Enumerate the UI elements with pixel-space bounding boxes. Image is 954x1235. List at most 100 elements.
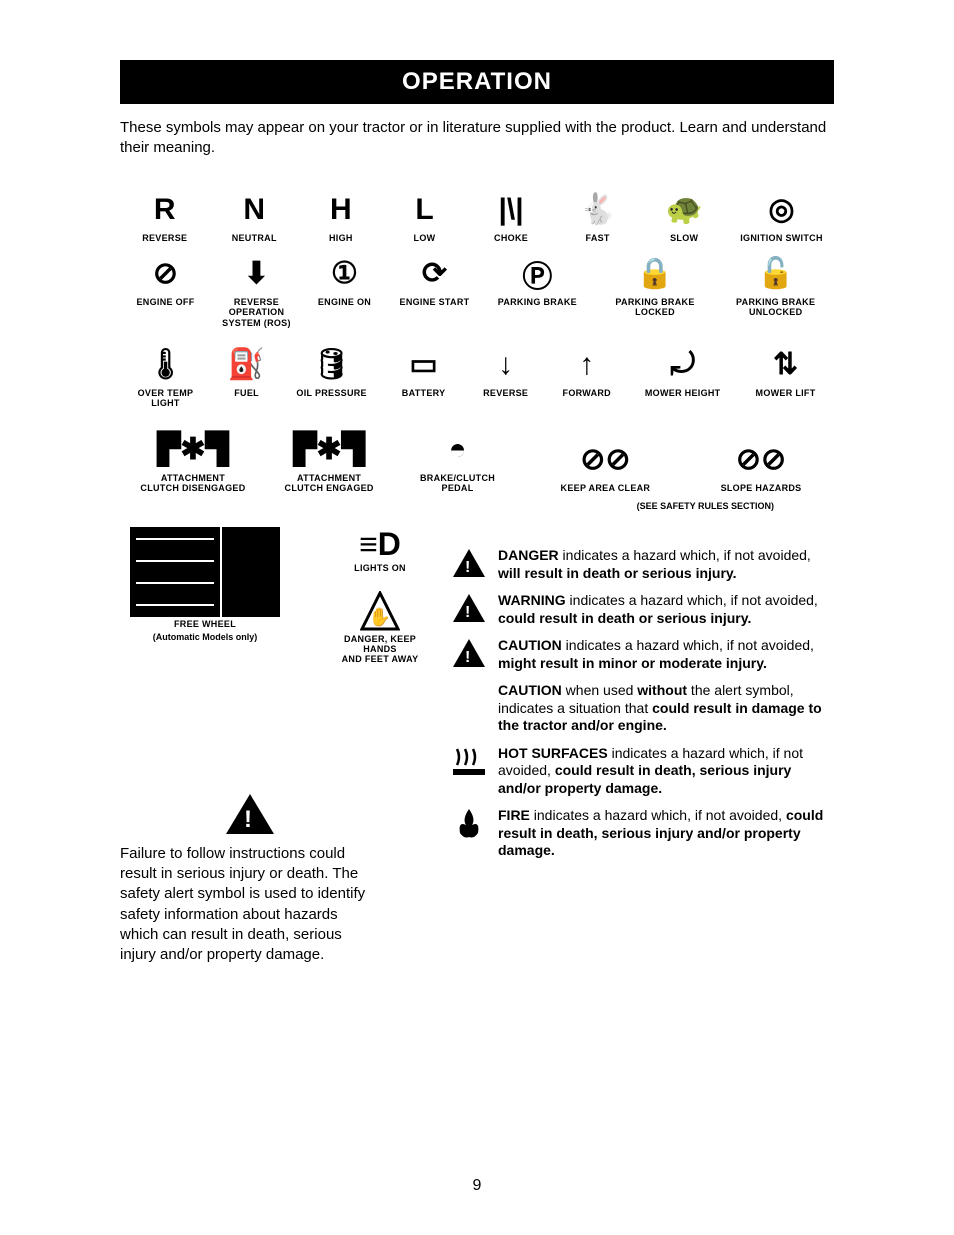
symbol-glyph: 🐇 bbox=[579, 189, 616, 231]
left-warning-text: Failure to follow instructions could res… bbox=[120, 844, 380, 966]
free-wheel-icon bbox=[130, 527, 280, 617]
symbol-label: KEEP AREA CLEAR bbox=[561, 483, 651, 493]
symbol-glyph: ⛽ bbox=[228, 344, 265, 386]
hazard-row: FIRE indicates a hazard which, if not av… bbox=[450, 807, 834, 860]
symbol-glyph: 🐢 bbox=[666, 189, 703, 231]
symbol-label: ENGINE OFF bbox=[136, 297, 194, 307]
lights-on-icon: ≡D bbox=[359, 527, 401, 561]
symbol-label: SLOPE HAZARDS bbox=[721, 483, 802, 493]
symbol-cell: L LOW bbox=[383, 189, 467, 243]
symbol-glyph: 🔓 bbox=[757, 253, 794, 295]
symbol-glyph: R bbox=[154, 189, 176, 231]
hazard-text: CAUTION when used without the alert symb… bbox=[498, 682, 834, 735]
row4-footnote: (SEE SAFETY RULES SECTION) bbox=[120, 501, 834, 511]
hands-away-icon: ✋ bbox=[360, 591, 400, 631]
symbol-cell: Ⓟ PARKING BRAKE bbox=[482, 253, 593, 307]
symbol-cell: ⤾MOWER HEIGHT bbox=[628, 344, 737, 398]
symbol-cell: ▭BATTERY bbox=[381, 344, 466, 398]
symbol-glyph: ▛✱▜ bbox=[293, 429, 364, 471]
section-title-bar: OPERATION bbox=[120, 60, 834, 104]
symbol-cell: HHIGH bbox=[299, 189, 383, 243]
symbol-label: OVER TEMP LIGHT bbox=[138, 388, 194, 409]
hazard-row: CAUTION indicates a hazard which, if not… bbox=[450, 637, 834, 672]
symbol-label: OIL PRESSURE bbox=[296, 388, 366, 398]
symbol-label: LOW bbox=[414, 233, 436, 243]
free-wheel-label: FREE WHEEL bbox=[174, 619, 236, 629]
symbol-cell: ↑FORWARD bbox=[545, 344, 628, 398]
symbol-glyph: ⊘⊘ bbox=[736, 439, 786, 481]
symbol-cell: ▛✱▜ATTACHMENT CLUTCH ENGAGED bbox=[266, 429, 392, 494]
symbol-glyph: ⇅ bbox=[773, 344, 798, 386]
symbol-cell: ⇅ MOWER LIFT bbox=[737, 344, 834, 398]
hazard-text: CAUTION indicates a hazard which, if not… bbox=[498, 637, 834, 672]
symbol-label: PARKING BRAKE UNLOCKED bbox=[736, 297, 815, 318]
symbol-row-2: ⊘ENGINE OFF ⬇REVERSE OPERATION SYSTEM (RO… bbox=[120, 253, 834, 328]
symbol-cell: ① ENGINE ON bbox=[302, 253, 387, 307]
symbol-cell: ⊘ENGINE OFF bbox=[120, 253, 211, 307]
symbol-cell: ⊘⊘ KEEP AREA CLEAR bbox=[523, 439, 688, 493]
blank-icon bbox=[450, 682, 488, 714]
alert-triangle-icon: ! bbox=[226, 794, 274, 834]
symbol-label: CHOKE bbox=[494, 233, 528, 243]
hazard-text: WARNING indicates a hazard which, if not… bbox=[498, 592, 834, 627]
symbol-cell: ⛽FUEL bbox=[211, 344, 282, 398]
symbol-label: ATTACHMENT CLUTCH ENGAGED bbox=[285, 473, 374, 494]
symbol-cell: ↓ REVERSE bbox=[466, 344, 545, 398]
fire-icon bbox=[450, 807, 488, 839]
symbol-cell: ◎IGNITION SWITCH bbox=[729, 189, 834, 243]
hazard-row: DANGER indicates a hazard which, if not … bbox=[450, 547, 834, 582]
symbol-cell: 🐇 FAST bbox=[556, 189, 640, 243]
symbol-label: MOWER LIFT bbox=[756, 388, 816, 398]
symbol-label: NEUTRAL bbox=[232, 233, 277, 243]
symbol-glyph: 🌡 bbox=[146, 344, 184, 386]
left-warning-column: ! Failure to follow instructions could r… bbox=[120, 740, 380, 966]
symbol-row-4: ▛✱▜ATTACHMENT CLUTCH DISENGAGED▛✱▜ATTACH… bbox=[120, 429, 834, 494]
symbol-label: MOWER HEIGHT bbox=[645, 388, 721, 398]
svg-text:✋: ✋ bbox=[369, 606, 391, 627]
symbol-label: ENGINE START bbox=[400, 297, 470, 307]
hot-surface-icon bbox=[450, 745, 488, 777]
symbol-glyph: L bbox=[415, 189, 433, 231]
hazard-text: HOT SURFACES indicates a hazard which, i… bbox=[498, 745, 834, 798]
symbol-label: BATTERY bbox=[402, 388, 446, 398]
symbol-cell: ▛✱▜ATTACHMENT CLUTCH DISENGAGED bbox=[120, 429, 266, 494]
symbol-row-3: 🌡OVER TEMP LIGHT ⛽FUEL 🛢 OIL PRESSURE ▭BATTE… bbox=[120, 344, 834, 409]
symbol-cell: RREVERSE bbox=[120, 189, 210, 243]
hazard-row: HOT SURFACES indicates a hazard which, i… bbox=[450, 745, 834, 798]
intro-paragraph: These symbols may appear on your tractor… bbox=[120, 118, 834, 159]
symbol-glyph: H bbox=[330, 189, 352, 231]
free-wheel-sub: (Automatic Models only) bbox=[153, 632, 258, 642]
alert-triangle-icon bbox=[450, 592, 488, 624]
symbol-cell: 🔒PARKING BRAKE LOCKED bbox=[593, 253, 718, 318]
symbol-label: PARKING BRAKE bbox=[498, 297, 577, 307]
lights-on-label: LIGHTS ON bbox=[354, 563, 406, 573]
symbol-glyph: N bbox=[243, 189, 265, 231]
symbol-cell: ⊘⊘ SLOPE HAZARDS bbox=[688, 439, 834, 493]
lights-on-symbol: ≡D LIGHTS ON ✋ DANGER, KEEP HANDS AND FE… bbox=[330, 527, 430, 664]
symbol-glyph: ⬇ bbox=[244, 253, 269, 295]
symbol-glyph: Ⓟ bbox=[522, 253, 552, 295]
symbol-glyph: ↓ bbox=[498, 344, 513, 386]
symbol-label: REVERSE OPERATION SYSTEM (ROS) bbox=[222, 297, 291, 328]
symbol-label: ENGINE ON bbox=[318, 297, 371, 307]
symbol-cell: 🛢 OIL PRESSURE bbox=[282, 344, 381, 398]
symbol-glyph: ⊘⊘ bbox=[580, 439, 630, 481]
hazard-row: CAUTION when used without the alert symb… bbox=[450, 682, 834, 735]
symbol-cell: 🔓PARKING BRAKE UNLOCKED bbox=[717, 253, 834, 318]
symbol-label: FAST bbox=[586, 233, 610, 243]
symbol-label: SLOW bbox=[670, 233, 698, 243]
hazard-text: DANGER indicates a hazard which, if not … bbox=[498, 547, 834, 582]
symbol-glyph: ◓ bbox=[448, 429, 466, 471]
symbol-glyph: |\| bbox=[499, 189, 524, 231]
symbol-cell: N NEUTRAL bbox=[210, 189, 300, 243]
symbol-glyph: 🔒 bbox=[636, 253, 673, 295]
symbol-glyph: ① bbox=[331, 253, 358, 295]
alert-triangle-icon bbox=[450, 637, 488, 669]
symbol-row-1: RREVERSE N NEUTRAL HHIGH L LOW |\| CHOKE 🐇 FAST 🐢 S… bbox=[120, 189, 834, 243]
symbol-label: REVERSE bbox=[483, 388, 528, 398]
symbol-glyph: ▛✱▜ bbox=[157, 429, 228, 471]
hands-away-label: DANGER, KEEP HANDS AND FEET AWAY bbox=[330, 634, 430, 665]
symbol-glyph: 🛢 bbox=[313, 344, 351, 386]
symbol-glyph: ↑ bbox=[579, 344, 594, 386]
symbol-cell: ⟳ENGINE START bbox=[387, 253, 482, 307]
